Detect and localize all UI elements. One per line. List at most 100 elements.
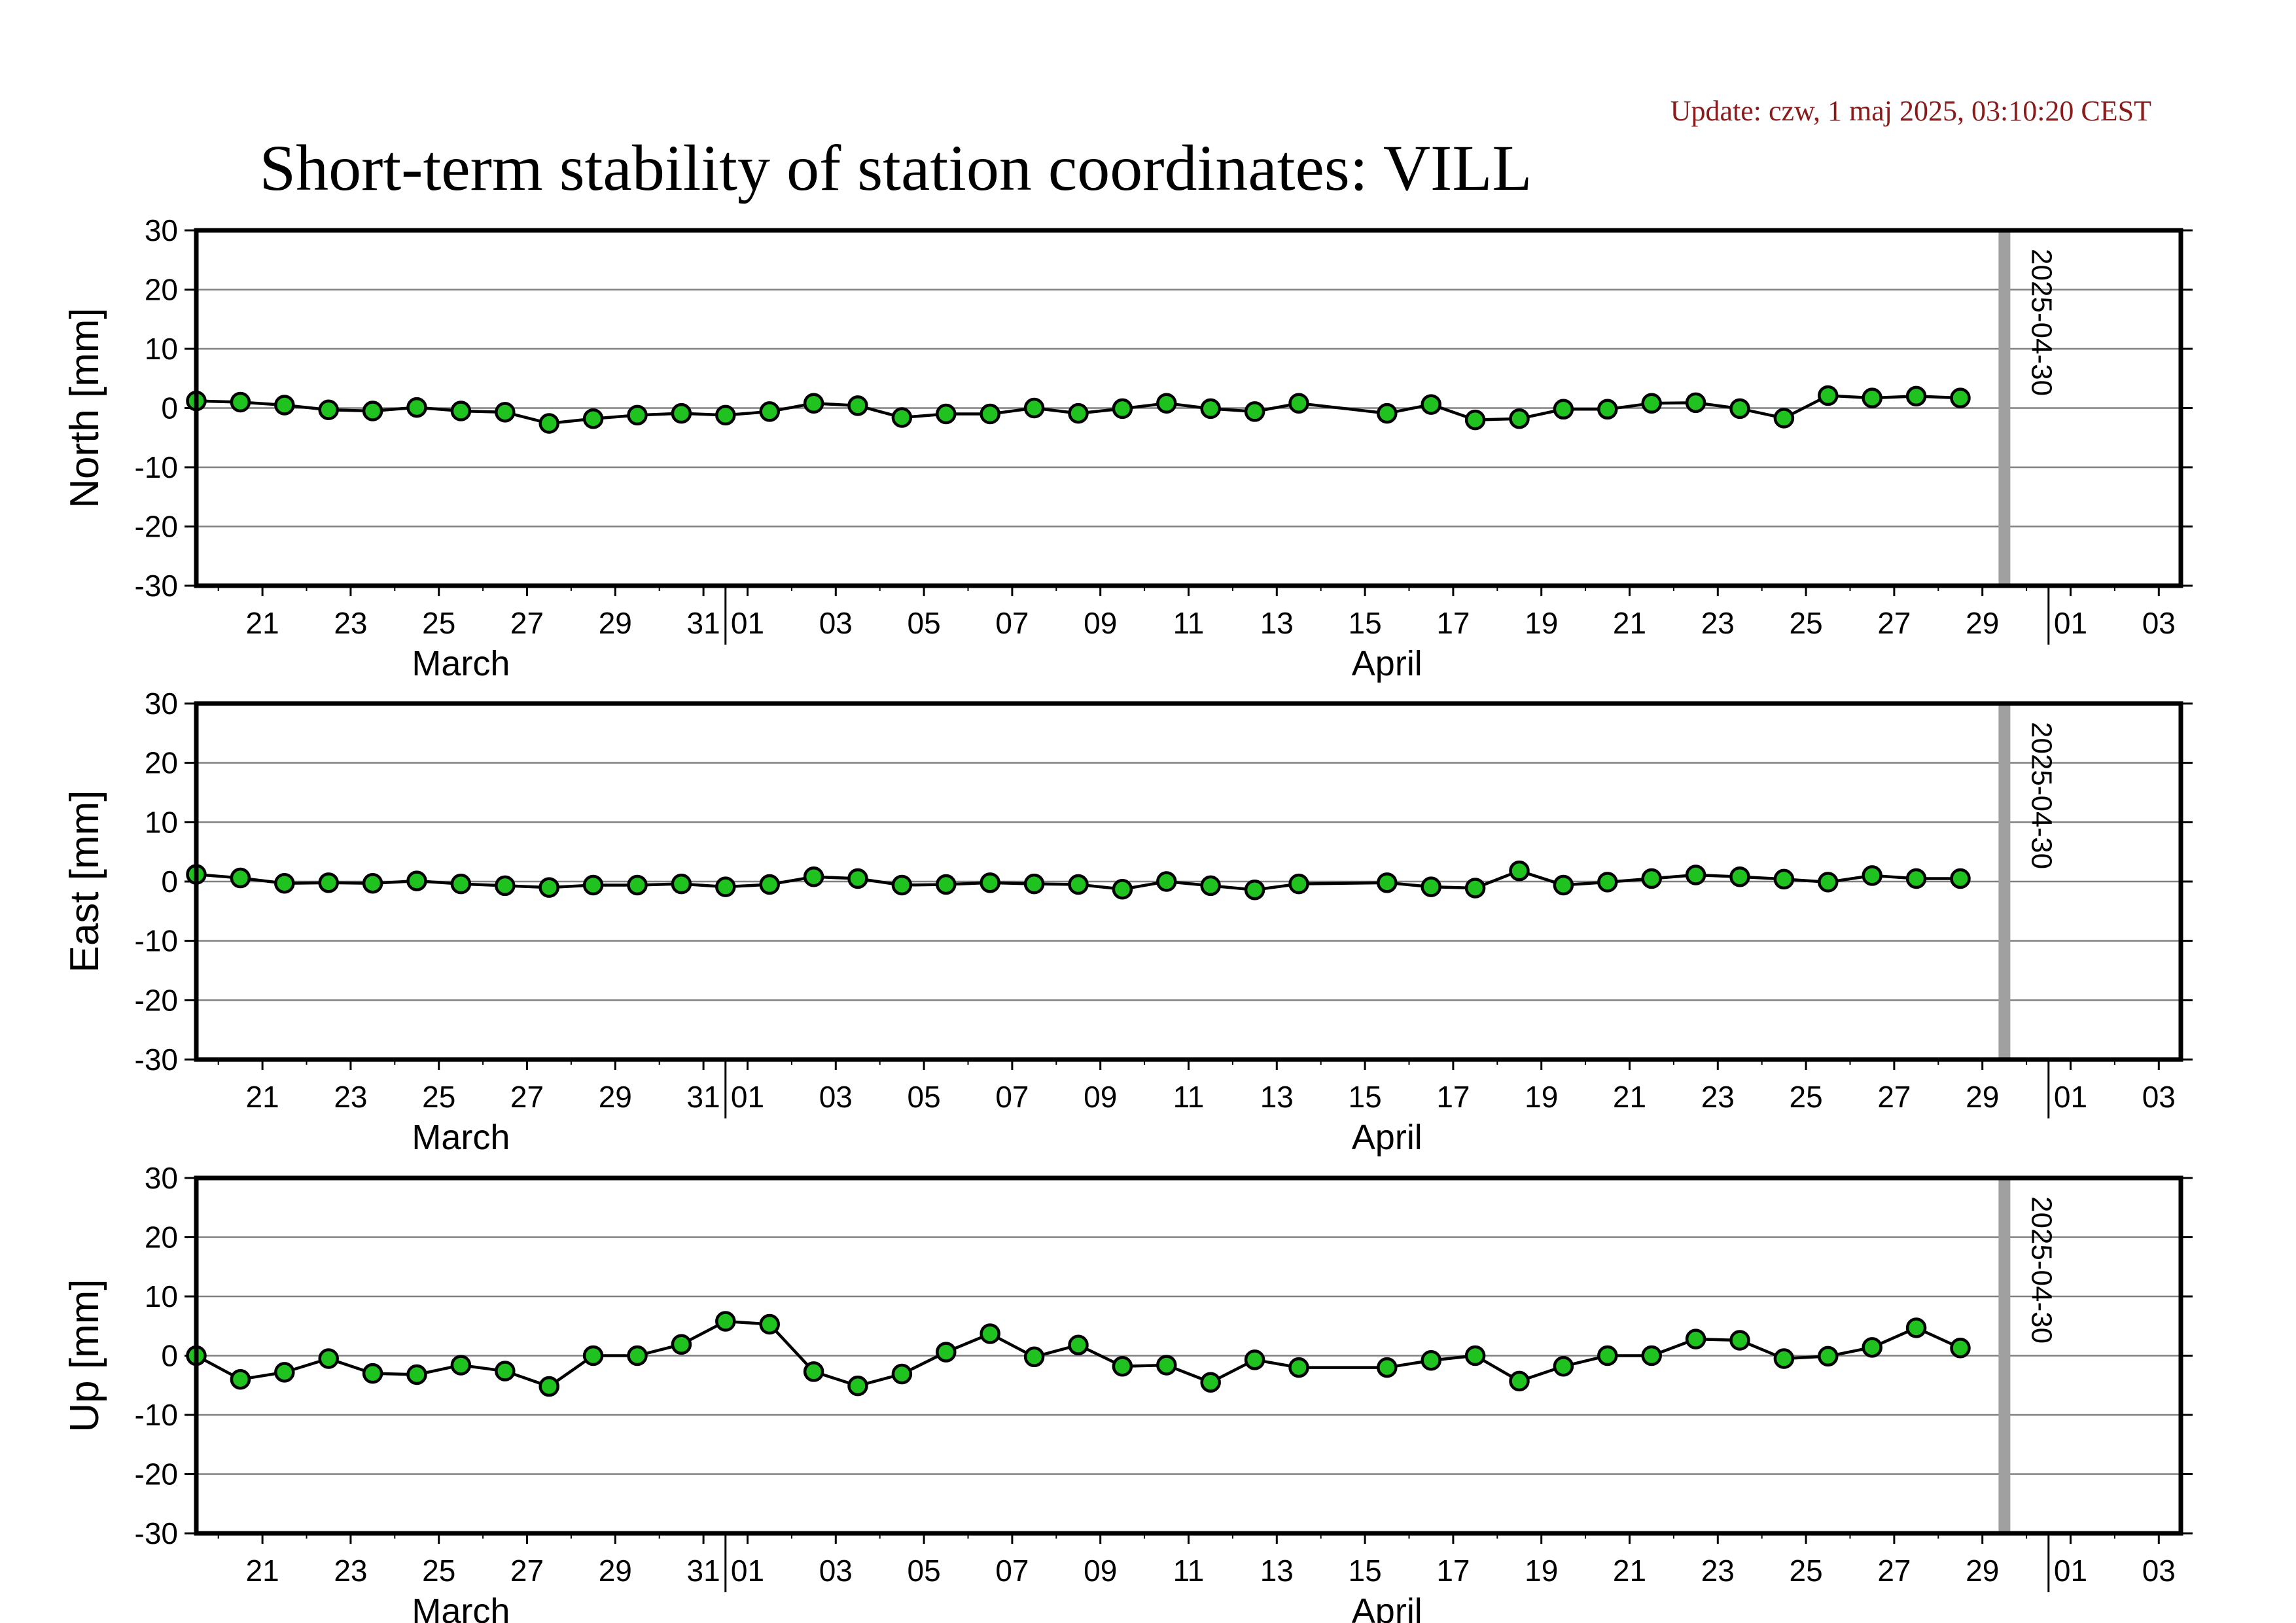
data-point <box>1112 879 1133 900</box>
data-point <box>1288 873 1309 895</box>
data-point <box>1244 879 1265 901</box>
y-tick-label: -30 <box>135 1516 178 1550</box>
y-tick-label: 0 <box>161 1339 178 1373</box>
x-tick-label: 05 <box>908 606 941 640</box>
x-tick-label: 25 <box>422 1080 455 1114</box>
data-point <box>495 875 516 897</box>
y-tick-label: 0 <box>161 865 178 899</box>
x-tick-label: 31 <box>687 606 720 640</box>
data-point <box>1818 1346 1839 1367</box>
data-point <box>1553 1356 1574 1377</box>
series-line <box>196 394 1961 425</box>
data-point <box>759 874 780 895</box>
x-tick-label: 09 <box>1084 606 1117 640</box>
x-tick-label: 11 <box>1173 606 1205 640</box>
x-tick-label: 25 <box>1790 1080 1823 1114</box>
x-tick-label: 09 <box>1084 1554 1117 1588</box>
data-point <box>1773 408 1795 429</box>
y-tick-label: 30 <box>145 687 178 721</box>
data-point <box>274 395 295 416</box>
data-point <box>1200 875 1221 897</box>
data-point <box>1553 399 1574 420</box>
data-point <box>1509 408 1530 429</box>
plot-frame <box>194 1175 2183 1536</box>
x-tick-label: 25 <box>1790 1554 1823 1588</box>
x-tick-label: 01 <box>731 606 764 640</box>
data-point <box>1950 1337 1971 1359</box>
data-point <box>1068 402 1089 424</box>
x-tick-label: 21 <box>1613 1080 1646 1114</box>
y-tick-label: 20 <box>145 273 178 307</box>
data-point <box>1685 865 1706 885</box>
data-point <box>1421 1349 1441 1371</box>
x-tick-label: 29 <box>599 606 632 640</box>
data-point <box>1288 393 1309 414</box>
x-tick-label: 19 <box>1525 606 1558 640</box>
series-line <box>196 869 1960 891</box>
data-point <box>1818 385 1839 406</box>
data-point <box>891 874 913 896</box>
y-tick-label: -10 <box>135 924 178 958</box>
panel-2: 30 20 10 0 -10 -20 -30 Up [mm] 2025-04-30 21 23 25 2… <box>62 1161 2193 1623</box>
x-tick-label: 31 <box>687 1080 720 1114</box>
data-point <box>1641 1345 1662 1366</box>
data-point <box>980 872 1000 893</box>
x-tick-label: 29 <box>599 1080 632 1114</box>
y-tick-label: -20 <box>135 1457 178 1491</box>
x-tick-label: 07 <box>995 1080 1029 1114</box>
data-point <box>406 870 427 891</box>
data-point <box>715 1311 736 1332</box>
plot-frame <box>194 701 2183 1062</box>
x-tick-label: 21 <box>246 606 279 640</box>
x-tick-label: 27 <box>1877 606 1911 640</box>
x-tick-label: 21 <box>246 1554 279 1588</box>
data-point <box>1377 872 1398 893</box>
series-line <box>195 1319 1961 1389</box>
data-point <box>803 866 824 887</box>
x-tick-label: 15 <box>1349 1554 1382 1588</box>
x-tick-label: 23 <box>334 606 367 640</box>
data-point <box>1818 872 1839 893</box>
data-point <box>450 1355 472 1376</box>
data-point <box>803 1361 824 1382</box>
data-point <box>406 397 427 418</box>
x-tick-label: 25 <box>422 606 455 640</box>
month-label: April <box>1352 1592 1422 1623</box>
x-tick-label: 01 <box>2054 1080 2087 1114</box>
y-tick-label: 10 <box>145 1279 178 1313</box>
x-tick-label: 27 <box>510 1554 544 1588</box>
data-point <box>1288 1357 1309 1378</box>
data-point <box>582 874 604 896</box>
data-point <box>539 413 559 434</box>
data-point <box>759 401 780 422</box>
data-point <box>539 877 559 898</box>
data-point <box>1200 1372 1221 1393</box>
data-point <box>318 872 339 893</box>
x-tick-label: 29 <box>1966 606 1999 640</box>
data-point <box>1156 1355 1177 1376</box>
data-point <box>847 1375 868 1397</box>
data-point <box>1729 866 1750 887</box>
x-tick-label: 17 <box>1436 1554 1470 1588</box>
x-tick-label: 29 <box>1966 1080 1999 1114</box>
data-point <box>1685 392 1706 414</box>
y-tick-label: 10 <box>145 332 178 366</box>
data-point <box>1553 874 1574 896</box>
data-point <box>1068 874 1089 895</box>
x-tick-label: 11 <box>1173 1080 1205 1114</box>
y-tick-label: -30 <box>135 1043 178 1077</box>
x-tick-label: 23 <box>1701 1554 1735 1588</box>
data-point <box>1597 872 1618 893</box>
y-tick-label: 0 <box>161 391 178 425</box>
y-axis-label: North [mm] <box>62 308 107 508</box>
y-axis-label: East [mm] <box>62 790 107 972</box>
month-label: March <box>412 1592 510 1623</box>
data-point <box>1773 1348 1795 1369</box>
x-tick-label: 13 <box>1260 606 1294 640</box>
data-point <box>1464 878 1486 899</box>
data-point <box>230 391 251 413</box>
x-tick-label: 03 <box>2142 1080 2176 1114</box>
x-tick-label: 11 <box>1173 1554 1205 1588</box>
x-tick-label: 27 <box>510 1080 544 1114</box>
